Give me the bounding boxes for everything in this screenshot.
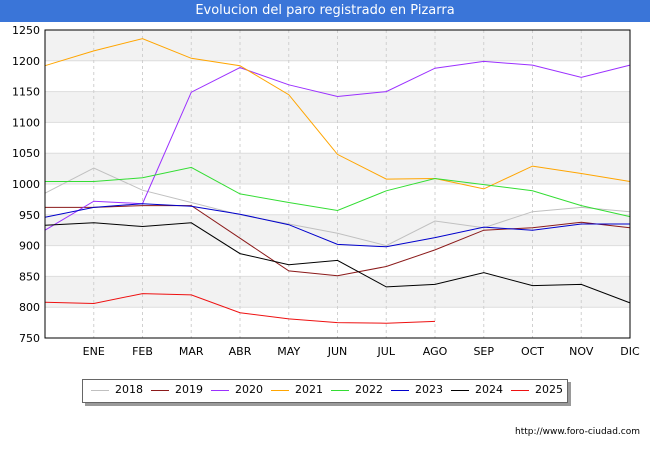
legend-label: 2019 bbox=[175, 383, 203, 396]
legend-label: 2022 bbox=[355, 383, 383, 396]
x-tick-label: AGO bbox=[423, 345, 448, 358]
series-line-2025 bbox=[44, 293, 436, 324]
x-tick-label: DIC bbox=[620, 345, 640, 358]
y-tick-label: 800 bbox=[19, 301, 40, 314]
x-tick-label: ENE bbox=[83, 345, 105, 358]
chart-title: Evolucion del paro registrado en Pizarra bbox=[195, 3, 455, 18]
legend-swatch bbox=[391, 390, 409, 391]
y-tick-label: 850 bbox=[19, 270, 40, 283]
x-tick-label: OCT bbox=[521, 345, 544, 358]
x-tick-label: MAY bbox=[277, 345, 300, 358]
series-line-2019 bbox=[45, 205, 631, 277]
y-tick-label: 1000 bbox=[12, 178, 40, 191]
series-lines bbox=[44, 38, 631, 324]
title-bar: Evolucion del paro registrado en Pizarra bbox=[0, 0, 650, 22]
y-tick-label: 1250 bbox=[12, 24, 40, 37]
legend-label: 2020 bbox=[235, 383, 263, 396]
plot-frame bbox=[44, 29, 631, 339]
source-url: http://www.foro-ciudad.com bbox=[515, 427, 640, 437]
y-tick-label: 1050 bbox=[12, 147, 40, 160]
series-line-2024 bbox=[44, 222, 631, 304]
y-axis-ticks: 750 800 850 900 950 1000 1050 1100 1150 1200 1250 bbox=[12, 24, 40, 345]
legend-label: 2021 bbox=[295, 383, 323, 396]
x-tick-label: ABR bbox=[229, 345, 252, 358]
x-axis-ticks: ENE FEB MAR ABR MAY JUN JUL AGO SEP OCT NOV DIC bbox=[83, 345, 640, 358]
legend-label: 2024 bbox=[475, 383, 503, 396]
legend-label: 2018 bbox=[115, 383, 143, 396]
x-tick-label: NOV bbox=[569, 345, 594, 358]
x-tick-label: SEP bbox=[473, 345, 494, 358]
legend-swatch bbox=[211, 390, 229, 391]
y-tick-label: 1100 bbox=[12, 116, 40, 129]
y-tick-label: 1150 bbox=[12, 86, 40, 99]
legend-swatch bbox=[91, 390, 109, 391]
series-line-2023 bbox=[44, 203, 630, 248]
x-tick-label: MAR bbox=[179, 345, 204, 358]
y-tick-label: 950 bbox=[19, 209, 40, 222]
series-line-2021 bbox=[44, 38, 631, 190]
y-tick-label: 900 bbox=[19, 240, 40, 253]
legend-label: 2025 bbox=[535, 383, 563, 396]
legend-swatch bbox=[451, 390, 469, 391]
series-line-2022 bbox=[45, 166, 631, 218]
x-tick-label: JUN bbox=[327, 345, 348, 358]
series-line-2018 bbox=[44, 167, 631, 247]
x-tick-label: FEB bbox=[132, 345, 153, 358]
legend-swatch bbox=[151, 390, 169, 391]
legend-label: 2023 bbox=[415, 383, 443, 396]
x-tick-label: JUL bbox=[377, 345, 396, 358]
legend: 2018 2019 2020 2021 2022 2023 2024 2025 bbox=[82, 379, 568, 403]
y-tick-label: 1200 bbox=[12, 55, 40, 68]
legend-swatch bbox=[271, 390, 289, 391]
legend-swatch bbox=[331, 390, 349, 391]
y-tick-label: 750 bbox=[19, 332, 40, 345]
legend-swatch bbox=[511, 390, 529, 391]
